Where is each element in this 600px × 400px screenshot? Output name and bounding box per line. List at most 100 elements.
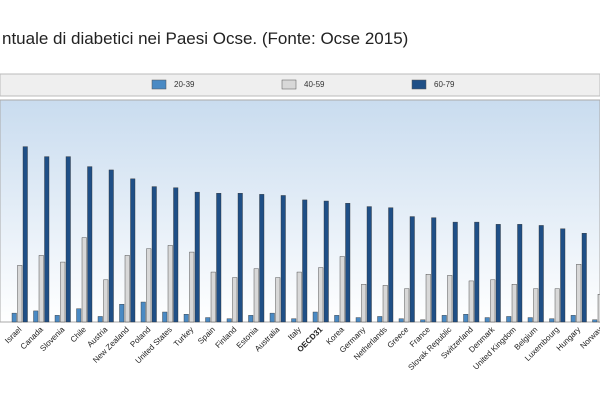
bar bbox=[447, 275, 453, 323]
bar bbox=[124, 255, 130, 323]
bar bbox=[431, 217, 437, 323]
bar bbox=[323, 200, 329, 323]
bar bbox=[409, 216, 415, 323]
bar bbox=[189, 251, 195, 323]
bar bbox=[44, 156, 50, 323]
bar bbox=[495, 224, 501, 323]
bar bbox=[269, 312, 275, 323]
bar bbox=[318, 267, 324, 323]
bar bbox=[205, 317, 211, 323]
legend-box bbox=[0, 73, 600, 97]
bar bbox=[237, 193, 243, 323]
bar bbox=[119, 304, 125, 323]
bar bbox=[576, 264, 582, 323]
bar bbox=[581, 232, 587, 323]
bar bbox=[291, 318, 297, 323]
bar bbox=[355, 317, 361, 323]
x-tick-label: Greece bbox=[385, 325, 410, 350]
legend-swatch bbox=[151, 79, 167, 90]
x-tick-label: Norway bbox=[578, 325, 600, 351]
bar bbox=[468, 280, 474, 323]
bar bbox=[533, 288, 539, 323]
x-tick-label: Slovenia bbox=[38, 325, 66, 353]
bar bbox=[259, 194, 265, 323]
bar bbox=[162, 311, 168, 323]
bar bbox=[538, 225, 544, 323]
bar bbox=[81, 237, 87, 323]
bar bbox=[167, 245, 173, 323]
bar bbox=[296, 271, 302, 323]
bar bbox=[54, 315, 60, 323]
bar bbox=[151, 186, 157, 323]
bar bbox=[146, 248, 152, 323]
bar bbox=[173, 187, 179, 323]
x-tick-label: Italy bbox=[286, 325, 303, 342]
bar bbox=[404, 288, 410, 323]
bar bbox=[597, 294, 600, 323]
bar bbox=[334, 315, 340, 323]
bar bbox=[33, 310, 39, 323]
bar bbox=[570, 315, 576, 323]
bar bbox=[65, 156, 71, 323]
bar bbox=[232, 277, 238, 323]
legend-swatch bbox=[281, 79, 297, 90]
bar bbox=[490, 279, 496, 323]
bar bbox=[210, 271, 216, 323]
bar bbox=[108, 169, 114, 323]
x-tick-label: Turkey bbox=[172, 325, 195, 348]
bar bbox=[425, 274, 431, 323]
bar bbox=[87, 166, 93, 323]
bar bbox=[312, 311, 318, 323]
bar bbox=[452, 221, 458, 323]
bar bbox=[183, 314, 189, 323]
legend-label: 40-59 bbox=[304, 80, 325, 89]
bar bbox=[398, 318, 404, 323]
bar bbox=[248, 315, 254, 323]
bar bbox=[22, 146, 28, 323]
bar bbox=[420, 319, 426, 323]
bar bbox=[441, 315, 447, 323]
bar bbox=[38, 255, 44, 323]
bar bbox=[388, 207, 394, 323]
bar bbox=[339, 256, 345, 323]
legend-swatch bbox=[411, 79, 427, 90]
legend-label: 60-79 bbox=[434, 80, 455, 89]
bar bbox=[506, 316, 512, 323]
bar bbox=[361, 284, 367, 323]
bar bbox=[226, 318, 232, 323]
bar bbox=[554, 288, 560, 323]
bar bbox=[560, 228, 566, 323]
bar bbox=[76, 308, 82, 323]
bar bbox=[366, 206, 372, 323]
bar bbox=[549, 318, 555, 323]
bar bbox=[253, 268, 259, 323]
bar bbox=[377, 316, 383, 323]
bar bbox=[463, 314, 469, 323]
bar bbox=[382, 285, 388, 323]
bar bbox=[280, 195, 286, 323]
legend-label: 20-39 bbox=[174, 80, 195, 89]
bar bbox=[216, 193, 222, 323]
bar bbox=[302, 199, 308, 323]
bar bbox=[517, 224, 523, 323]
bar bbox=[103, 279, 109, 323]
bar bbox=[60, 261, 66, 323]
bar bbox=[592, 319, 598, 323]
bar bbox=[17, 265, 23, 323]
bar bbox=[130, 178, 136, 323]
bar bbox=[345, 203, 351, 323]
bar bbox=[11, 312, 17, 323]
bar bbox=[474, 221, 480, 323]
bar bbox=[527, 317, 533, 323]
x-tick-label: Finland bbox=[213, 325, 238, 350]
chart-title: ntuale di diabetici nei Paesi Ocse. (Fon… bbox=[2, 29, 408, 48]
bar bbox=[97, 316, 103, 323]
bar bbox=[484, 317, 490, 323]
x-tick-label: Hungary bbox=[555, 325, 583, 353]
bar bbox=[275, 277, 281, 323]
bar bbox=[511, 284, 517, 323]
bar bbox=[140, 301, 146, 323]
bar bbox=[194, 191, 200, 323]
